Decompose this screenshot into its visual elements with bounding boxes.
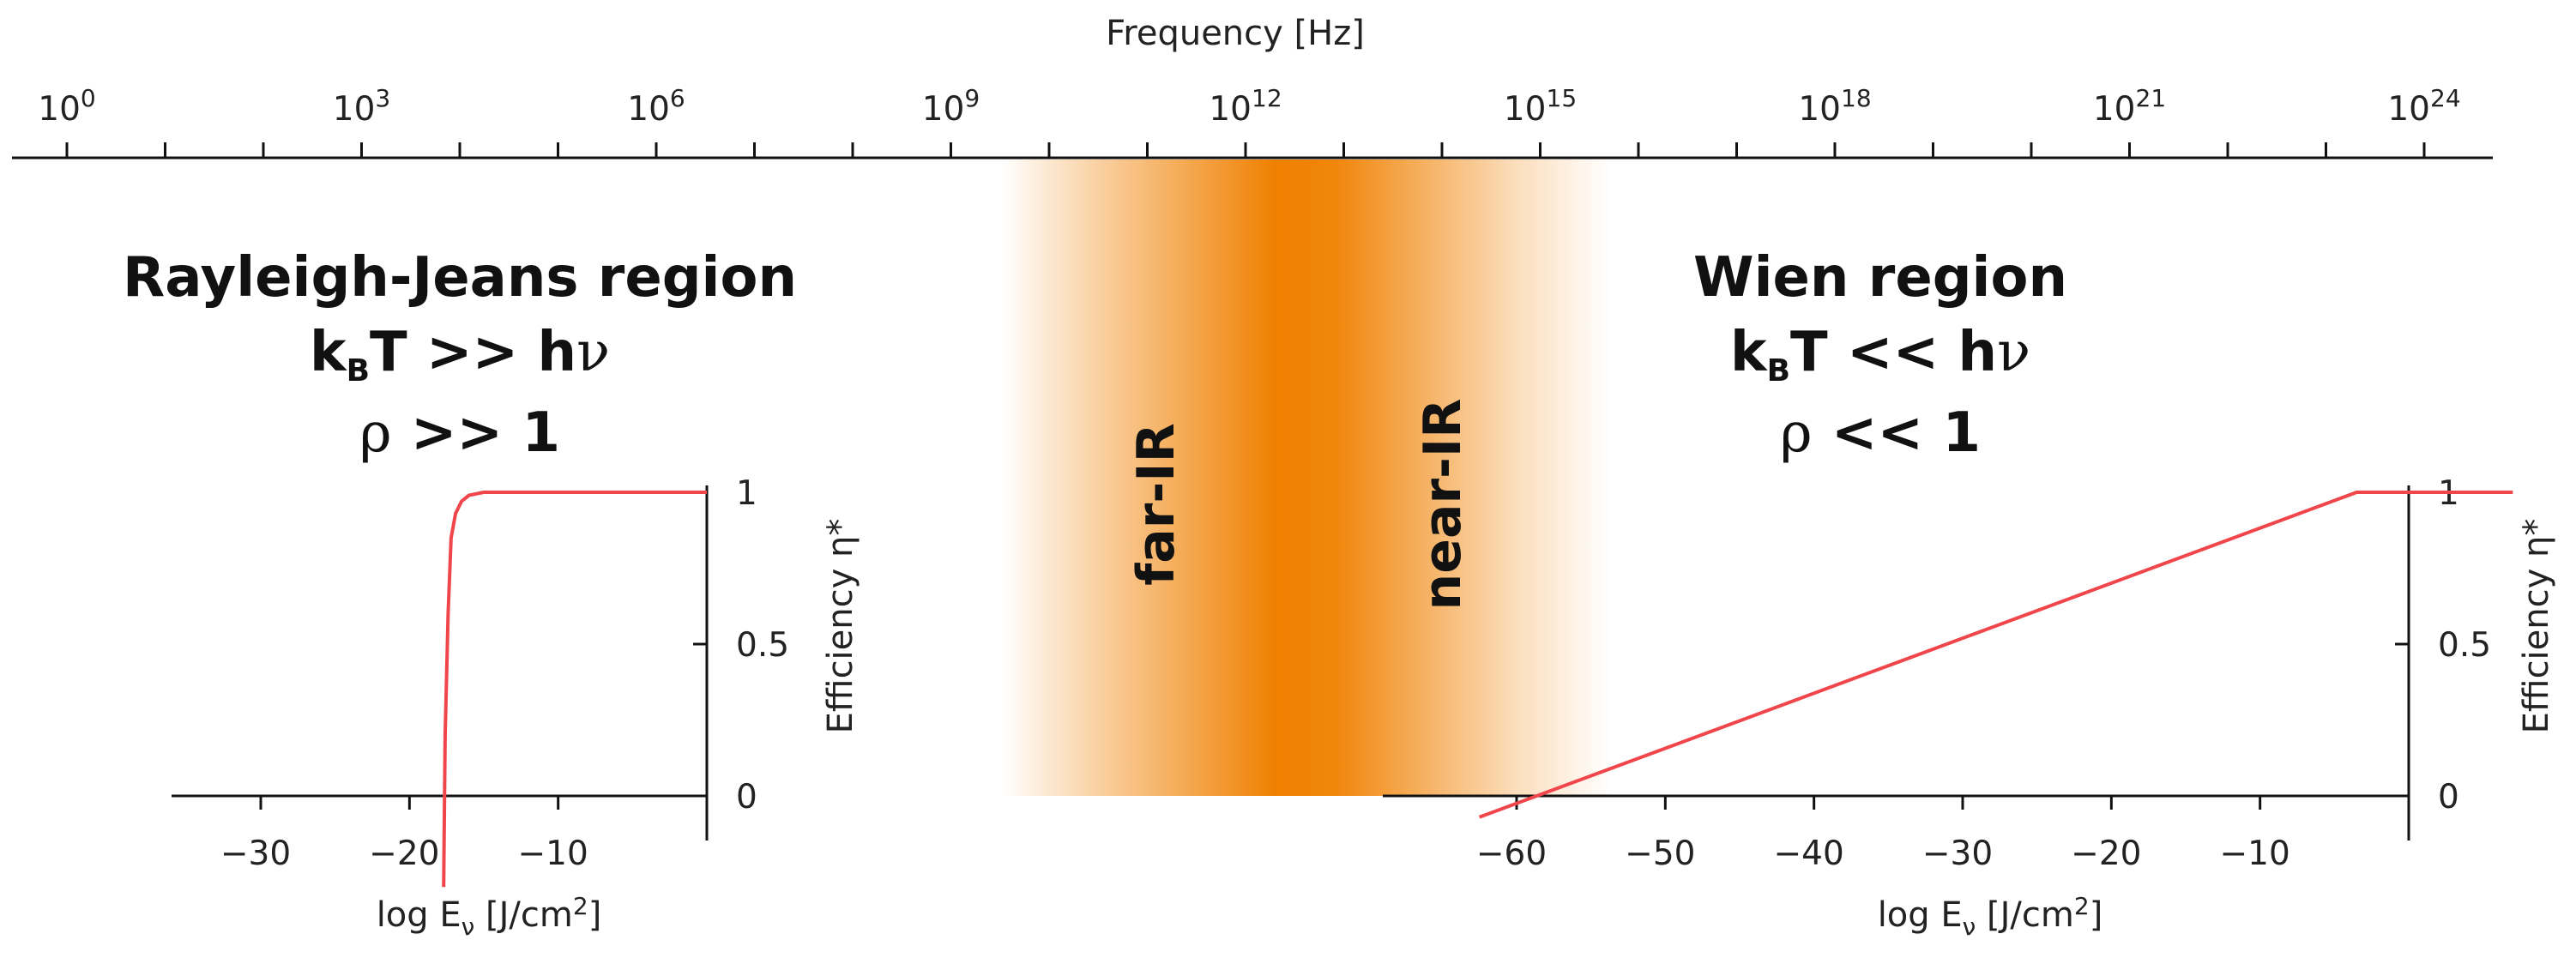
- right-efficiency-curve: [1478, 491, 2513, 819]
- left-efficiency-label: Efficiency η*: [821, 519, 860, 734]
- frequency-tick-label: 1021: [2093, 84, 2166, 129]
- x-tick-label: −50: [1625, 834, 1695, 873]
- x-tick-label: −30: [1922, 834, 1993, 873]
- y-tick-label: 0.5: [736, 626, 789, 665]
- frequency-axis: Frequency [Hz] 100 103 106 109 1012 1015 1018 1…: [12, 14, 2493, 160]
- y-tick-label: 1: [736, 474, 757, 513]
- wien-heading: Wien region kBT << hν ρ << 1: [1693, 246, 2067, 465]
- left-x-axis-label: log Eν [J/cm2]: [377, 892, 602, 941]
- frequency-tick-label: 109: [922, 84, 980, 129]
- frequency-tick-label: 1012: [1209, 84, 1282, 129]
- x-tick-label: −40: [1774, 834, 1844, 873]
- frequency-axis-title: Frequency [Hz]: [1106, 14, 1365, 53]
- right-efficiency-label: Efficiency η*: [2517, 519, 2556, 734]
- rayleigh-jeans-heading: Rayleigh-Jeans region kBT >> hν ρ >> 1: [123, 246, 797, 465]
- x-tick-label: −10: [518, 834, 588, 873]
- x-tick-label: −10: [2220, 834, 2290, 873]
- right-y-tick-labels: 00.51: [2438, 474, 2491, 816]
- frequency-tick-label: 1018: [1798, 84, 1871, 129]
- left-x-tick-labels: −30 −20 −10: [220, 834, 588, 873]
- rayleigh-jeans-rho: ρ >> 1: [359, 401, 560, 465]
- wien-title: Wien region: [1693, 246, 2067, 310]
- frequency-tick-label: 1024: [2387, 84, 2460, 129]
- frequency-tick-labels: 100 103 106 109 1012 1015 1018 1021 1024: [38, 84, 2460, 129]
- y-tick-label: 0: [2438, 778, 2459, 816]
- rayleigh-jeans-condition: kBT >> hν: [310, 321, 610, 389]
- left-axes: [172, 485, 709, 840]
- y-tick-label: 0.5: [2438, 626, 2491, 665]
- x-tick-label: −20: [369, 834, 439, 873]
- x-tick-label: −60: [1476, 834, 1547, 873]
- frequency-ticks: [65, 142, 2426, 158]
- x-tick-label: −30: [220, 834, 291, 873]
- frequency-tick-label: 103: [333, 84, 390, 129]
- right-x-axis-label: log Eν [J/cm2]: [1878, 892, 2103, 941]
- rayleigh-jeans-title: Rayleigh-Jeans region: [123, 246, 797, 310]
- ir-band: far-IR near-IR: [1002, 160, 1611, 796]
- x-tick-label: −20: [2071, 834, 2141, 873]
- left-efficiency-curve: [442, 491, 707, 888]
- left-y-tick-labels: 00.51: [736, 474, 789, 816]
- frequency-tick-label: 100: [38, 84, 95, 129]
- y-tick-label: 0: [736, 778, 757, 816]
- ir-band-gradient: [1002, 160, 1611, 796]
- wien-efficiency-plot: −60 −50 −40 −30 −20 −10 00.51 Efficiency η* l…: [1383, 474, 2556, 941]
- right-x-tick-labels: −60 −50 −40 −30 −20 −10: [1476, 834, 2290, 873]
- frequency-tick-label: 1015: [1504, 84, 1577, 129]
- frequency-tick-label: 106: [627, 84, 685, 129]
- wien-condition: kBT << hν: [1730, 321, 2030, 389]
- far-ir-label: far-IR: [1126, 423, 1186, 586]
- wien-rho: ρ << 1: [1780, 401, 1981, 465]
- rayleigh-jeans-efficiency-plot: −30 −20 −10 00.51 Efficiency η* log Eν [J/…: [172, 474, 860, 941]
- near-ir-label: near-IR: [1413, 399, 1473, 611]
